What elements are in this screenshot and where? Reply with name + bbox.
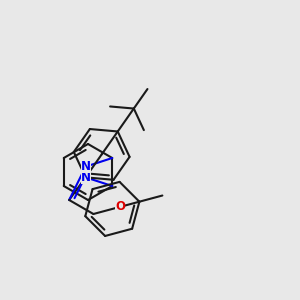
Text: N: N <box>81 171 91 184</box>
Text: O: O <box>116 200 125 213</box>
Text: N: N <box>81 160 91 173</box>
